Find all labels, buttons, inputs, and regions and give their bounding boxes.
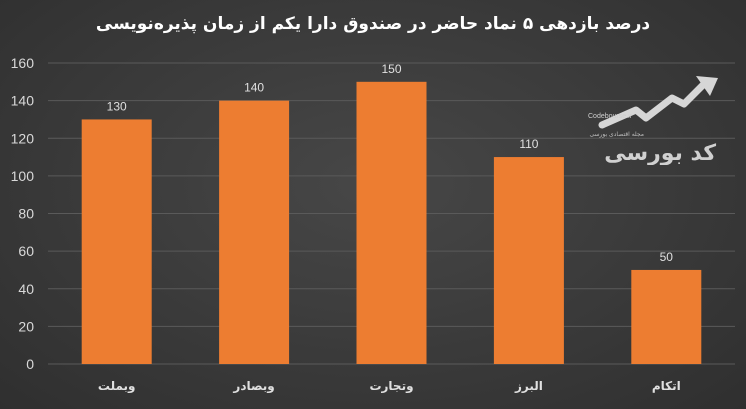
data-label: 130 <box>107 99 127 113</box>
data-label: 140 <box>244 81 264 95</box>
x-tick-label: اتکام <box>652 379 681 394</box>
y-tick-label: 0 <box>26 356 34 372</box>
y-tick-label: 20 <box>18 318 34 334</box>
x-tick-label: وتجارت <box>369 379 413 394</box>
codebourse-watermark-logo: Codebourse.ir مجله اقتصادی بورسی کد بورس… <box>588 76 718 165</box>
y-tick-label: 140 <box>11 93 35 109</box>
x-tick-label: وبملت <box>98 379 136 394</box>
y-tick-label: 80 <box>18 206 34 222</box>
data-label: 110 <box>519 137 538 151</box>
data-label: 150 <box>381 62 401 76</box>
bar-2 <box>219 100 290 364</box>
watermark-tagline: مجله اقتصادی بورسی <box>589 131 644 138</box>
y-tick-label: 100 <box>11 168 35 184</box>
x-tick-label: البرز <box>514 379 543 393</box>
bar-4 <box>493 157 564 364</box>
bar-5 <box>631 269 702 364</box>
watermark-site: Codebourse.ir <box>588 113 633 120</box>
data-label: 50 <box>660 250 674 264</box>
watermark-logo-text: کد بورسی <box>604 141 716 165</box>
y-tick-label: 40 <box>18 281 34 297</box>
chart-title: درصد بازدهی ۵ نماد حاضر در صندوق دارا یک… <box>95 14 651 34</box>
y-tick-label: 60 <box>18 243 34 259</box>
trend-arrow-icon <box>598 80 708 129</box>
bar-1 <box>81 119 152 364</box>
y-tick-label: 120 <box>11 130 35 146</box>
y-tick-label: 160 <box>11 55 35 71</box>
bar-3 <box>356 81 427 364</box>
x-tick-label: وبصادر <box>232 379 274 394</box>
